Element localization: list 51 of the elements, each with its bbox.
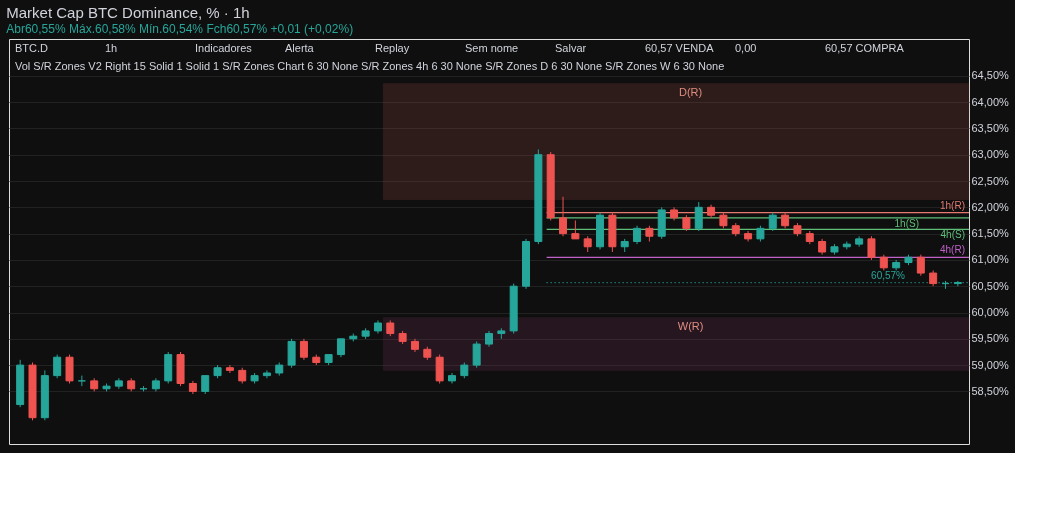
- candlestick: [435, 354, 444, 385]
- y-tick-label: 64,00%: [971, 95, 1010, 108]
- ref-line-label: 4h(R): [939, 244, 965, 256]
- candlestick: [262, 369, 271, 379]
- annotation: Vol S/R Zones V2 Right 15 Solid 1 Solid 1 S/R Zones Chart 6 30 None S/R Zones 4h 6 30 None S/R Zones D 6 30 None S/R Zones W 6 30 None: [15, 60, 725, 72]
- chart-subtitle: Abr60,55% Máx.60,58% Mín.60,54% Fch60,57% +0,01 (+0,02%): [6, 22, 354, 36]
- candlestick: [867, 235, 876, 261]
- annotation: 60,57 VENDA: [645, 42, 715, 54]
- annotation: 1h: [105, 42, 118, 54]
- candlestick: [472, 340, 481, 369]
- ref-line-label: 60,57%: [871, 269, 906, 281]
- candlestick: [299, 338, 308, 361]
- candlestick: [571, 219, 580, 240]
- y-tick-label: 59,00%: [971, 358, 1010, 371]
- candlestick: [559, 196, 568, 237]
- candlestick: [916, 254, 925, 277]
- y-tick-label: 63,50%: [971, 121, 1010, 134]
- ref-line-label: 1h(R): [939, 199, 965, 211]
- band-label: W(R): [677, 319, 704, 332]
- y-tick-label: 61,00%: [971, 253, 1010, 266]
- y-tick-label: 64,50%: [971, 69, 1010, 82]
- y-tick-label: 62,50%: [971, 174, 1010, 187]
- candlestick: [633, 225, 642, 245]
- annotation: Alerta: [285, 42, 315, 54]
- y-tick-label: 62,00%: [971, 200, 1010, 213]
- band-label: D(R): [678, 85, 703, 98]
- candlestick: [77, 375, 86, 387]
- candlestick: [65, 354, 74, 385]
- annotation: BTC.D: [15, 42, 49, 54]
- y-tick-label: 60,00%: [971, 306, 1010, 319]
- annotation: Salvar: [555, 42, 587, 54]
- candlestick: [287, 338, 296, 369]
- candlestick: [53, 354, 62, 379]
- y-tick-label: 61,50%: [971, 227, 1010, 240]
- candlestick: [694, 201, 703, 232]
- annotation: Replay: [375, 42, 410, 54]
- annotation: 0,00: [735, 42, 757, 54]
- ref-line-label: 1h(S): [894, 217, 919, 229]
- annotation: Indicadores: [195, 42, 253, 54]
- ref-line-label: 4h(S): [940, 229, 965, 241]
- candlestick: [336, 338, 345, 358]
- annotation: Sem nome: [465, 42, 519, 54]
- y-tick-label: 58,50%: [971, 384, 1010, 397]
- y-tick-label: 59,50%: [971, 332, 1010, 345]
- y-tick-label: 63,00%: [971, 148, 1010, 161]
- candlestick: [225, 364, 234, 374]
- chart-title: Market Cap BTC Dominance, % · 1h: [6, 4, 250, 21]
- annotation: 60,57 COMPRA: [825, 42, 905, 54]
- y-tick-label: 60,50%: [971, 279, 1010, 292]
- candlestick: [768, 212, 777, 232]
- candlestick: [201, 375, 210, 395]
